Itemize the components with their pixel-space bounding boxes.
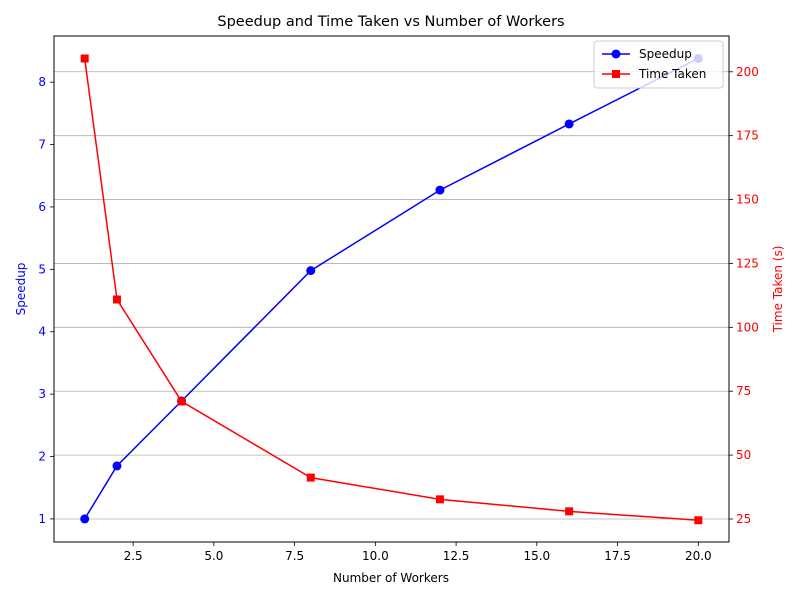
series-layer [80, 53, 703, 525]
x-tick-label: 12.5 [443, 549, 470, 563]
y-left-axis-title: Speedup [14, 263, 28, 316]
speedup-point [80, 514, 90, 524]
legend-time-taken-marker [612, 70, 620, 78]
legend-speedup-marker [611, 49, 621, 59]
speedup-line [84, 57, 699, 520]
speedup-point [564, 119, 574, 129]
y-left-tick-label: 6 [38, 200, 46, 214]
y-right-axis: 25 50 75 100 125 150 175 200 [729, 65, 759, 526]
time-taken-point [435, 495, 444, 504]
time-taken-point [177, 397, 186, 406]
y-left-tick-label: 5 [38, 262, 46, 276]
y-left-tick-label: 2 [38, 450, 46, 464]
x-tick-label: 17.5 [604, 549, 631, 563]
legend-box [593, 40, 724, 89]
y-right-tick-label: 175 [736, 129, 759, 143]
y-left-tick-label: 3 [38, 387, 46, 401]
y-right-tick-label: 75 [736, 384, 751, 398]
y-left-axis: 1 2 3 4 5 6 7 8 [38, 75, 54, 526]
y-left-tick-label: 1 [38, 512, 46, 526]
x-tick-label: 10.0 [362, 549, 389, 563]
time-taken-point [565, 507, 574, 516]
x-tick-label: 20.0 [685, 549, 712, 563]
chart-title: Speedup and Time Taken vs Number of Work… [217, 14, 564, 30]
time-taken-point [112, 295, 121, 304]
time-taken-line [83, 58, 699, 522]
legend: Speedup Time Taken [593, 40, 724, 89]
legend-speedup-label: Speedup [639, 47, 692, 61]
y-right-axis-title: Time Taken (s) [771, 246, 785, 334]
x-tick-label: 5.0 [204, 549, 223, 563]
y-right-tick-label: 150 [736, 193, 759, 207]
x-tick-label: 2.5 [124, 549, 143, 563]
y-left-tick-label: 8 [38, 75, 46, 89]
legend-time-taken-label: Time Taken [638, 67, 706, 81]
y-right-tick-label: 125 [736, 256, 759, 270]
x-tick-label: 15.0 [523, 549, 550, 563]
time-taken-point [80, 54, 89, 63]
x-axis: 2.5 5.0 7.5 10.0 12.5 15.0 17.5 20.0 [124, 542, 712, 563]
time-taken-point [306, 473, 315, 482]
y-left-tick-label: 4 [38, 325, 46, 339]
speedup-point [435, 185, 445, 195]
time-taken-point [694, 516, 703, 525]
y-left-tick-label: 7 [38, 138, 46, 152]
speedup-point [306, 266, 316, 276]
y-right-tick-label: 25 [736, 512, 751, 526]
y-right-tick-label: 100 [736, 320, 759, 334]
speedup-point [112, 461, 122, 471]
plot-frame [53, 35, 730, 543]
y-right-tick-label: 200 [736, 65, 759, 79]
y-right-tick-label: 50 [736, 448, 751, 462]
x-axis-title: Number of Workers [333, 571, 449, 585]
x-tick-label: 7.5 [285, 549, 304, 563]
grid [54, 71, 729, 520]
